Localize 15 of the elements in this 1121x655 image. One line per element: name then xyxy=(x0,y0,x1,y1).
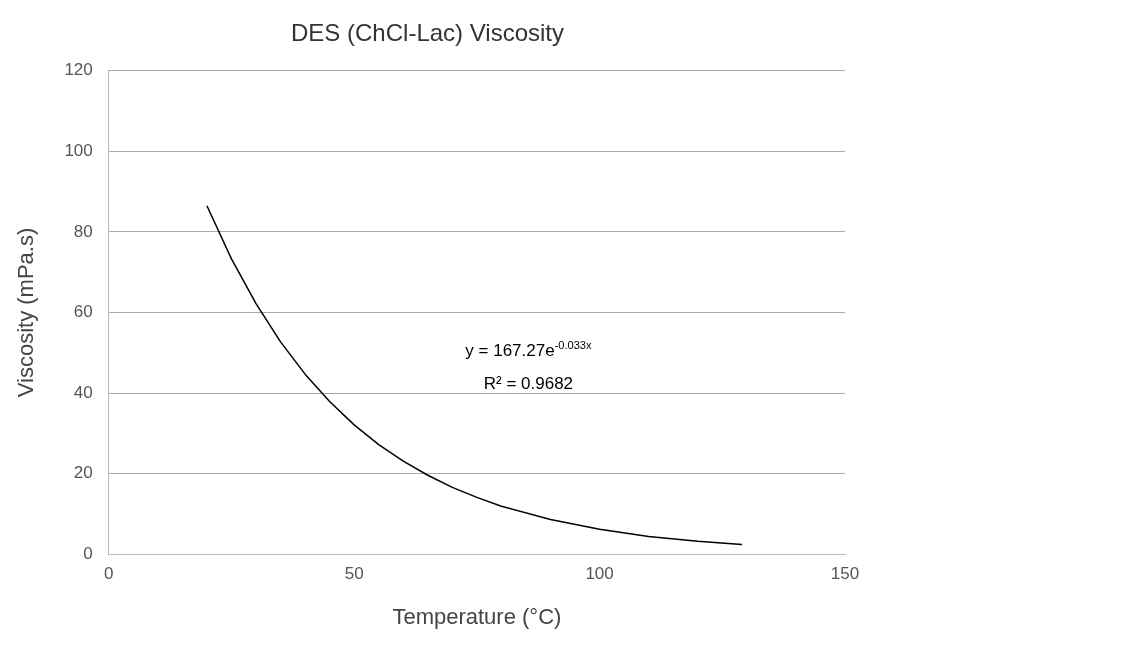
x-tick-label: 100 xyxy=(585,564,614,584)
y-tick-label: 80 xyxy=(73,221,93,241)
y-tick-label: 100 xyxy=(64,141,93,161)
y-tick-label: 60 xyxy=(73,302,93,322)
y-tick-label: 120 xyxy=(64,60,93,80)
chart-title: DES (ChCl-Lac) Viscosity xyxy=(291,19,564,47)
y-axis-title: Viscosity (mPa.s) xyxy=(13,227,39,398)
annotation: R² = 0.9682 xyxy=(483,374,574,394)
y-tick-label: 0 xyxy=(83,543,93,563)
x-axis-title: Temperature (°C) xyxy=(392,603,562,629)
x-tick-label: 0 xyxy=(104,564,114,584)
y-tick-label: 40 xyxy=(73,382,93,402)
x-tick-label: 50 xyxy=(344,564,364,584)
x-tick-label: 150 xyxy=(830,564,860,584)
y-tick-label: 20 xyxy=(73,463,93,483)
